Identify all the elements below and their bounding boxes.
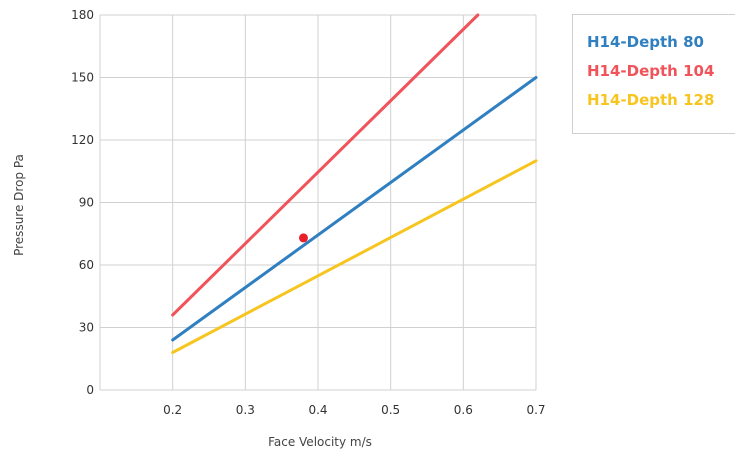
series-line-2 xyxy=(171,13,480,317)
series-line-3 xyxy=(171,159,538,354)
y-axis-ticks: 0 30 60 90 120 150 180 xyxy=(71,8,94,397)
legend-item-3: H14-Depth 128 xyxy=(587,91,715,109)
x-axis-title: Face Velocity m/s xyxy=(268,435,372,449)
y-axis-title: Pressure Drop Pa xyxy=(12,154,26,256)
x-axis-ticks: 0.2 0.3 0.4 0.5 0.6 0.7 xyxy=(163,403,545,417)
x-tick-label: 0.2 xyxy=(163,403,182,417)
y-tick-label: 90 xyxy=(79,196,94,210)
x-tick-label: 0.3 xyxy=(236,403,255,417)
legend-item-2: H14-Depth 104 xyxy=(587,62,715,80)
x-tick-label: 0.5 xyxy=(381,403,400,417)
legend-item-1: H14-Depth 80 xyxy=(587,33,704,51)
y-tick-label: 30 xyxy=(79,321,94,335)
x-tick-label: 0.6 xyxy=(454,403,473,417)
series-line-1 xyxy=(171,76,538,342)
y-tick-label: 0 xyxy=(86,383,94,397)
y-tick-label: 60 xyxy=(79,258,94,272)
x-tick-label: 0.7 xyxy=(526,403,545,417)
y-tick-label: 150 xyxy=(71,71,94,85)
y-tick-label: 180 xyxy=(71,8,94,22)
data-point xyxy=(298,233,308,243)
grid xyxy=(99,14,537,391)
series-layer xyxy=(171,13,538,354)
points-layer xyxy=(298,233,308,243)
legend: H14-Depth 80 H14-Depth 104 H14-Depth 128 xyxy=(572,14,735,134)
y-tick-label: 120 xyxy=(71,133,94,147)
x-tick-label: 0.4 xyxy=(308,403,327,417)
